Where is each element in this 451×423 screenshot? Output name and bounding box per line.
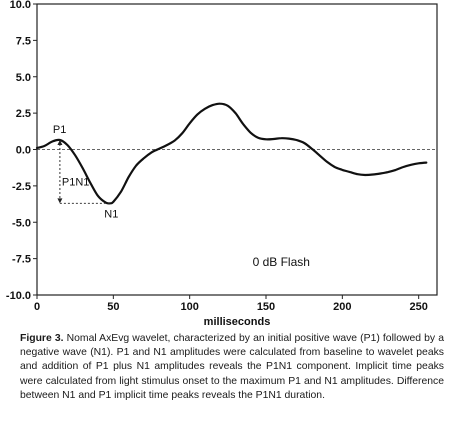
x-tick-label: 0 [34,301,40,313]
waveform-line [35,102,428,205]
y-tick-label: 2.5 [16,108,31,120]
y-tick-label: -2.5 [12,181,31,193]
y-tick-label: -5.0 [12,217,31,229]
arrow-up-icon [57,140,63,146]
y-tick-label: 10.0 [10,0,31,11]
chart: 10.0 7.5 5.0 2.5 0.0 -2.5 -5.0 -7.5 -10.0 0 50 100… [6,0,438,328]
figure-panel: 10.0 7.5 5.0 2.5 0.0 -2.5 -5.0 -7.5 -10.0 0 50 100… [6,0,438,328]
y-tick-label: -10.0 [6,290,31,302]
caption-label: Figure 3. [20,333,64,344]
p1-label: P1 [53,124,66,136]
y-tick-label: 5.0 [16,72,31,84]
figure-caption: Figure 3. Nomal AxEvg wavelet, character… [20,332,444,403]
p1n1-measure [57,140,111,204]
x-tick-label: 50 [107,301,119,313]
x-axis: 0 50 100 150 200 250 [34,295,428,313]
p1n1-label: P1N1 [62,177,90,189]
y-tick-label: 0.0 [16,145,31,157]
x-tick-label: 100 [180,301,198,313]
x-tick-label: 200 [333,301,351,313]
condition-label: 0 dB Flash [253,255,310,269]
y-tick-label: -7.5 [12,254,31,266]
x-axis-title: milliseconds [204,316,271,328]
n1-label: N1 [104,208,118,220]
y-tick-label: 7.5 [16,35,31,47]
x-tick-label: 250 [409,301,427,313]
caption-text: Nomal AxEvg wavelet, characterized by an… [20,333,444,401]
y-axis: 10.0 7.5 5.0 2.5 0.0 -2.5 -5.0 -7.5 -10.0 [6,0,37,302]
x-tick-label: 150 [257,301,275,313]
arrow-down-icon [57,198,63,204]
